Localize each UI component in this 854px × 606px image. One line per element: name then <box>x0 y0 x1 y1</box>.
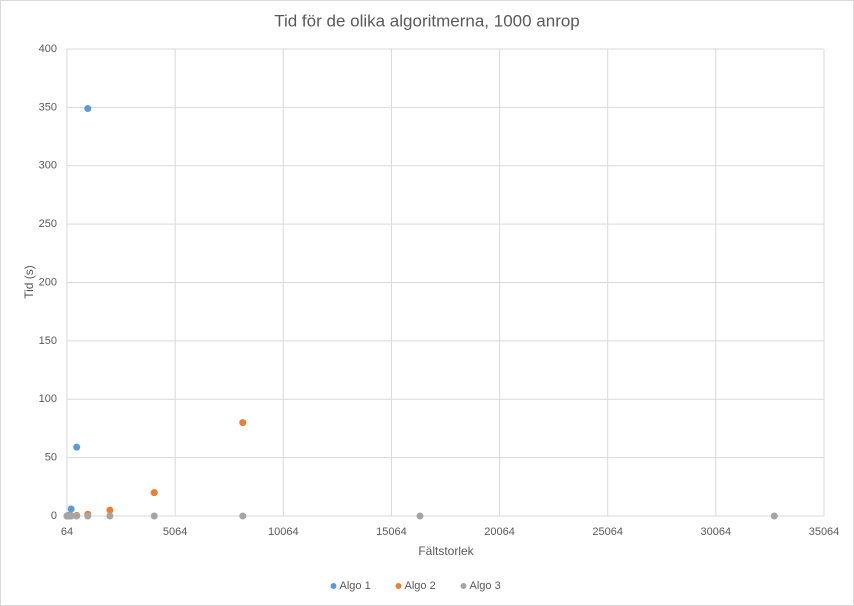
y-tick-label: 250 <box>39 218 57 230</box>
data-point <box>106 506 114 514</box>
data-point <box>84 512 92 520</box>
legend-marker <box>460 583 467 589</box>
x-tick-label: 25064 <box>592 526 623 538</box>
legend-marker <box>395 583 402 589</box>
y-tick-label: 50 <box>45 452 57 464</box>
data-point <box>67 512 75 520</box>
data-point <box>84 105 92 113</box>
data-point <box>67 505 75 513</box>
data-point <box>416 512 424 520</box>
data-point <box>239 512 247 520</box>
data-point <box>150 512 158 520</box>
x-tick-label: 30064 <box>701 526 732 538</box>
legend-label: Algo 1 <box>340 580 371 592</box>
y-tick-label: 0 <box>51 510 57 522</box>
y-tick-label: 350 <box>39 101 57 113</box>
y-tick-label: 300 <box>39 160 57 172</box>
y-axis-title: Tid (s) <box>22 265 36 299</box>
y-tick-label: 400 <box>39 43 57 55</box>
data-point <box>770 512 778 520</box>
legend-marker <box>330 583 337 589</box>
y-tick-label: 100 <box>39 393 57 405</box>
x-axis-title: Fältstorlek <box>418 544 474 558</box>
data-point <box>73 443 81 451</box>
data-point <box>150 489 158 497</box>
x-tick-label: 20064 <box>484 526 515 538</box>
y-tick-label: 150 <box>39 335 57 347</box>
chart-title: Tid för de olika algoritmerna, 1000 anro… <box>274 11 580 30</box>
x-tick-label: 64 <box>61 526 73 538</box>
x-tick-label: 10064 <box>268 526 299 538</box>
x-tick-label: 35064 <box>809 526 840 538</box>
data-point <box>239 419 247 427</box>
data-point <box>106 512 114 520</box>
legend-label: Algo 2 <box>405 580 436 592</box>
x-tick-label: 5064 <box>163 526 187 538</box>
data-point <box>73 512 81 520</box>
x-tick-label: 15064 <box>376 526 407 538</box>
legend-label: Algo 3 <box>470 580 501 592</box>
y-tick-label: 200 <box>39 276 57 288</box>
